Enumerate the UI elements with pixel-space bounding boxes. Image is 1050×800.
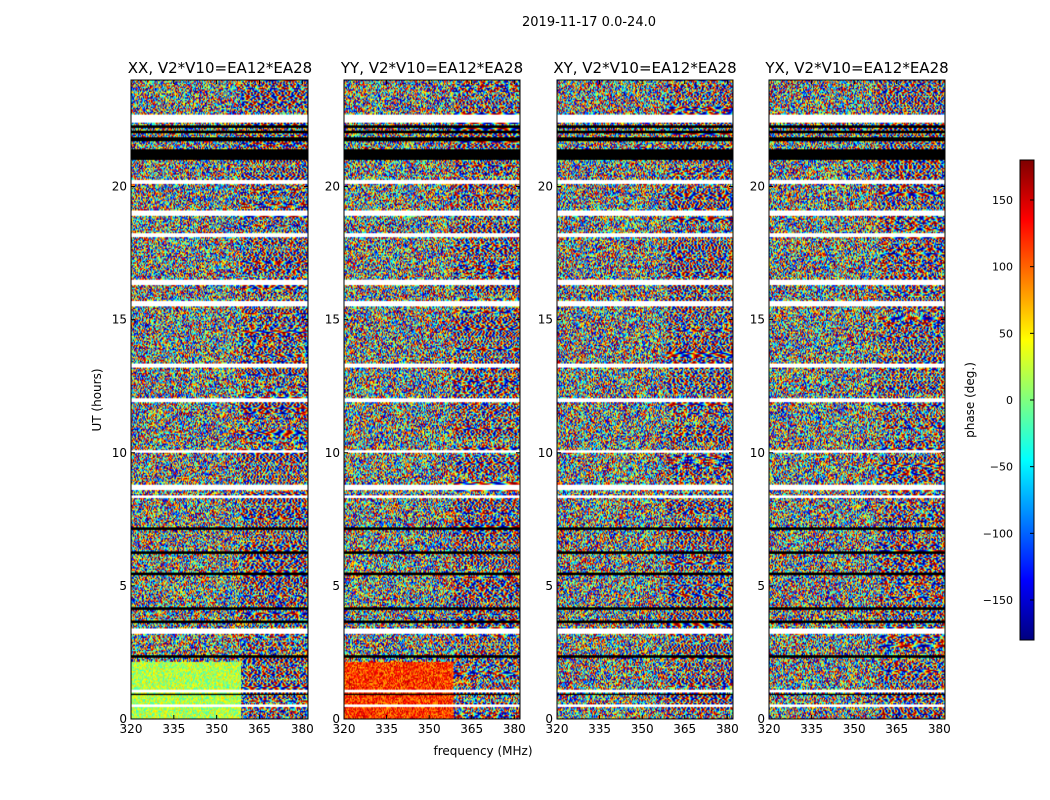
y-ticks-yx: 0 5 10 15 20 [750,180,945,726]
y-tick-label: 5 [757,579,765,593]
y-tick-label: 0 [119,712,127,726]
colorbar-label: phase (deg.) [963,362,977,438]
panel-xx: XX, V2*V10=EA12*EA28 320 335 350 365 380 0 5 1… [112,59,314,736]
x-tick-label: 350 [205,722,228,736]
y-tick-label: 5 [119,579,127,593]
y-tick-label: 15 [538,313,553,327]
y-tick-label: 10 [538,446,553,460]
x-tick-label: 380 [291,722,314,736]
x-tick-label: 380 [928,722,951,736]
y-tick-label: 5 [332,579,340,593]
x-tick-label: 365 [460,722,483,736]
colorbar: 150 100 50 0 −50 −100 −150 phase (deg.) [963,159,1035,641]
x-tick-label: 365 [248,722,271,736]
panel-frame-yx [768,79,946,720]
y-axis-label: UT (hours) [90,368,104,431]
x-tick-label: 365 [885,722,908,736]
y-tick-label: 15 [750,313,765,327]
y-tick-label: 0 [757,712,765,726]
panel-xy: XY, V2*V10=EA12*EA28 320 335 350 365 380 0 5 1… [538,59,739,736]
heatmap-yx [769,80,945,719]
colorbar-tick-label: −150 [983,594,1013,607]
y-tick-label: 0 [332,712,340,726]
x-tick-label: 350 [631,722,654,736]
x-ticks-yx: 320 335 350 365 380 [758,80,951,736]
colorbar-tick-label: −100 [983,527,1013,540]
panel-frame-xx [130,79,309,720]
y-tick-label: 0 [545,712,553,726]
panel-frame-xy [556,79,734,720]
y-ticks-xx: 0 5 10 15 20 [112,180,308,726]
x-tick-label: 350 [418,722,441,736]
x-tick-label: 350 [843,722,866,736]
colorbar-tick-label: 100 [992,261,1013,274]
heatmap-xx [131,80,308,719]
colorbar-tick-label: 150 [992,194,1013,207]
x-ticks-yy: 320 335 350 365 380 [333,80,526,736]
x-tick-label: 335 [588,722,611,736]
colorbar-tick-label: 50 [999,327,1013,340]
figure-title: 2019-11-17 0.0-24.0 [522,15,656,30]
x-tick-label: 320 [333,722,356,736]
x-tick-label: 380 [716,722,739,736]
panel-frame-yy [343,79,521,720]
x-tick-label: 380 [503,722,526,736]
colorbar-tick-label: 0 [1006,394,1013,407]
panel-title-yy: YY, V2*V10=EA12*EA28 [340,59,523,77]
heatmap-yy [344,80,520,719]
heatmap-xy [557,80,733,719]
y-tick-label: 15 [112,313,127,327]
panel-yx: YX, V2*V10=EA12*EA28 320 335 350 365 380 0 5 1… [750,59,951,736]
y-tick-label: 20 [325,180,340,194]
colorbar-tick-label: −50 [990,461,1013,474]
panel-title-xy: XY, V2*V10=EA12*EA28 [553,59,736,77]
x-tick-label: 335 [162,722,185,736]
x-axis-label: frequency (MHz) [433,744,532,758]
x-tick-label: 320 [546,722,569,736]
y-tick-label: 10 [750,446,765,460]
colorbar-ticks: 150 100 50 0 −50 −100 −150 [983,194,1034,607]
x-tick-label: 335 [375,722,398,736]
y-tick-label: 20 [750,180,765,194]
panel-yy: YY, V2*V10=EA12*EA28 320 335 350 365 380 0 5 1… [325,59,526,736]
x-tick-label: 320 [120,722,143,736]
x-tick-label: 365 [673,722,696,736]
panel-title-yx: YX, V2*V10=EA12*EA28 [764,59,948,77]
y-tick-label: 5 [545,579,553,593]
panel-title-xx: XX, V2*V10=EA12*EA28 [128,59,312,77]
y-tick-label: 20 [112,180,127,194]
x-ticks-xy: 320 335 350 365 380 [546,80,739,736]
y-tick-label: 10 [325,446,340,460]
y-ticks-xy: 0 5 10 15 20 [538,180,733,726]
x-ticks-xx: 320 335 350 365 380 [120,80,314,736]
y-tick-label: 10 [112,446,127,460]
x-tick-label: 335 [800,722,823,736]
y-tick-label: 20 [538,180,553,194]
y-tick-label: 15 [325,313,340,327]
x-tick-label: 320 [758,722,781,736]
y-ticks-yy: 0 5 10 15 20 [325,180,520,726]
